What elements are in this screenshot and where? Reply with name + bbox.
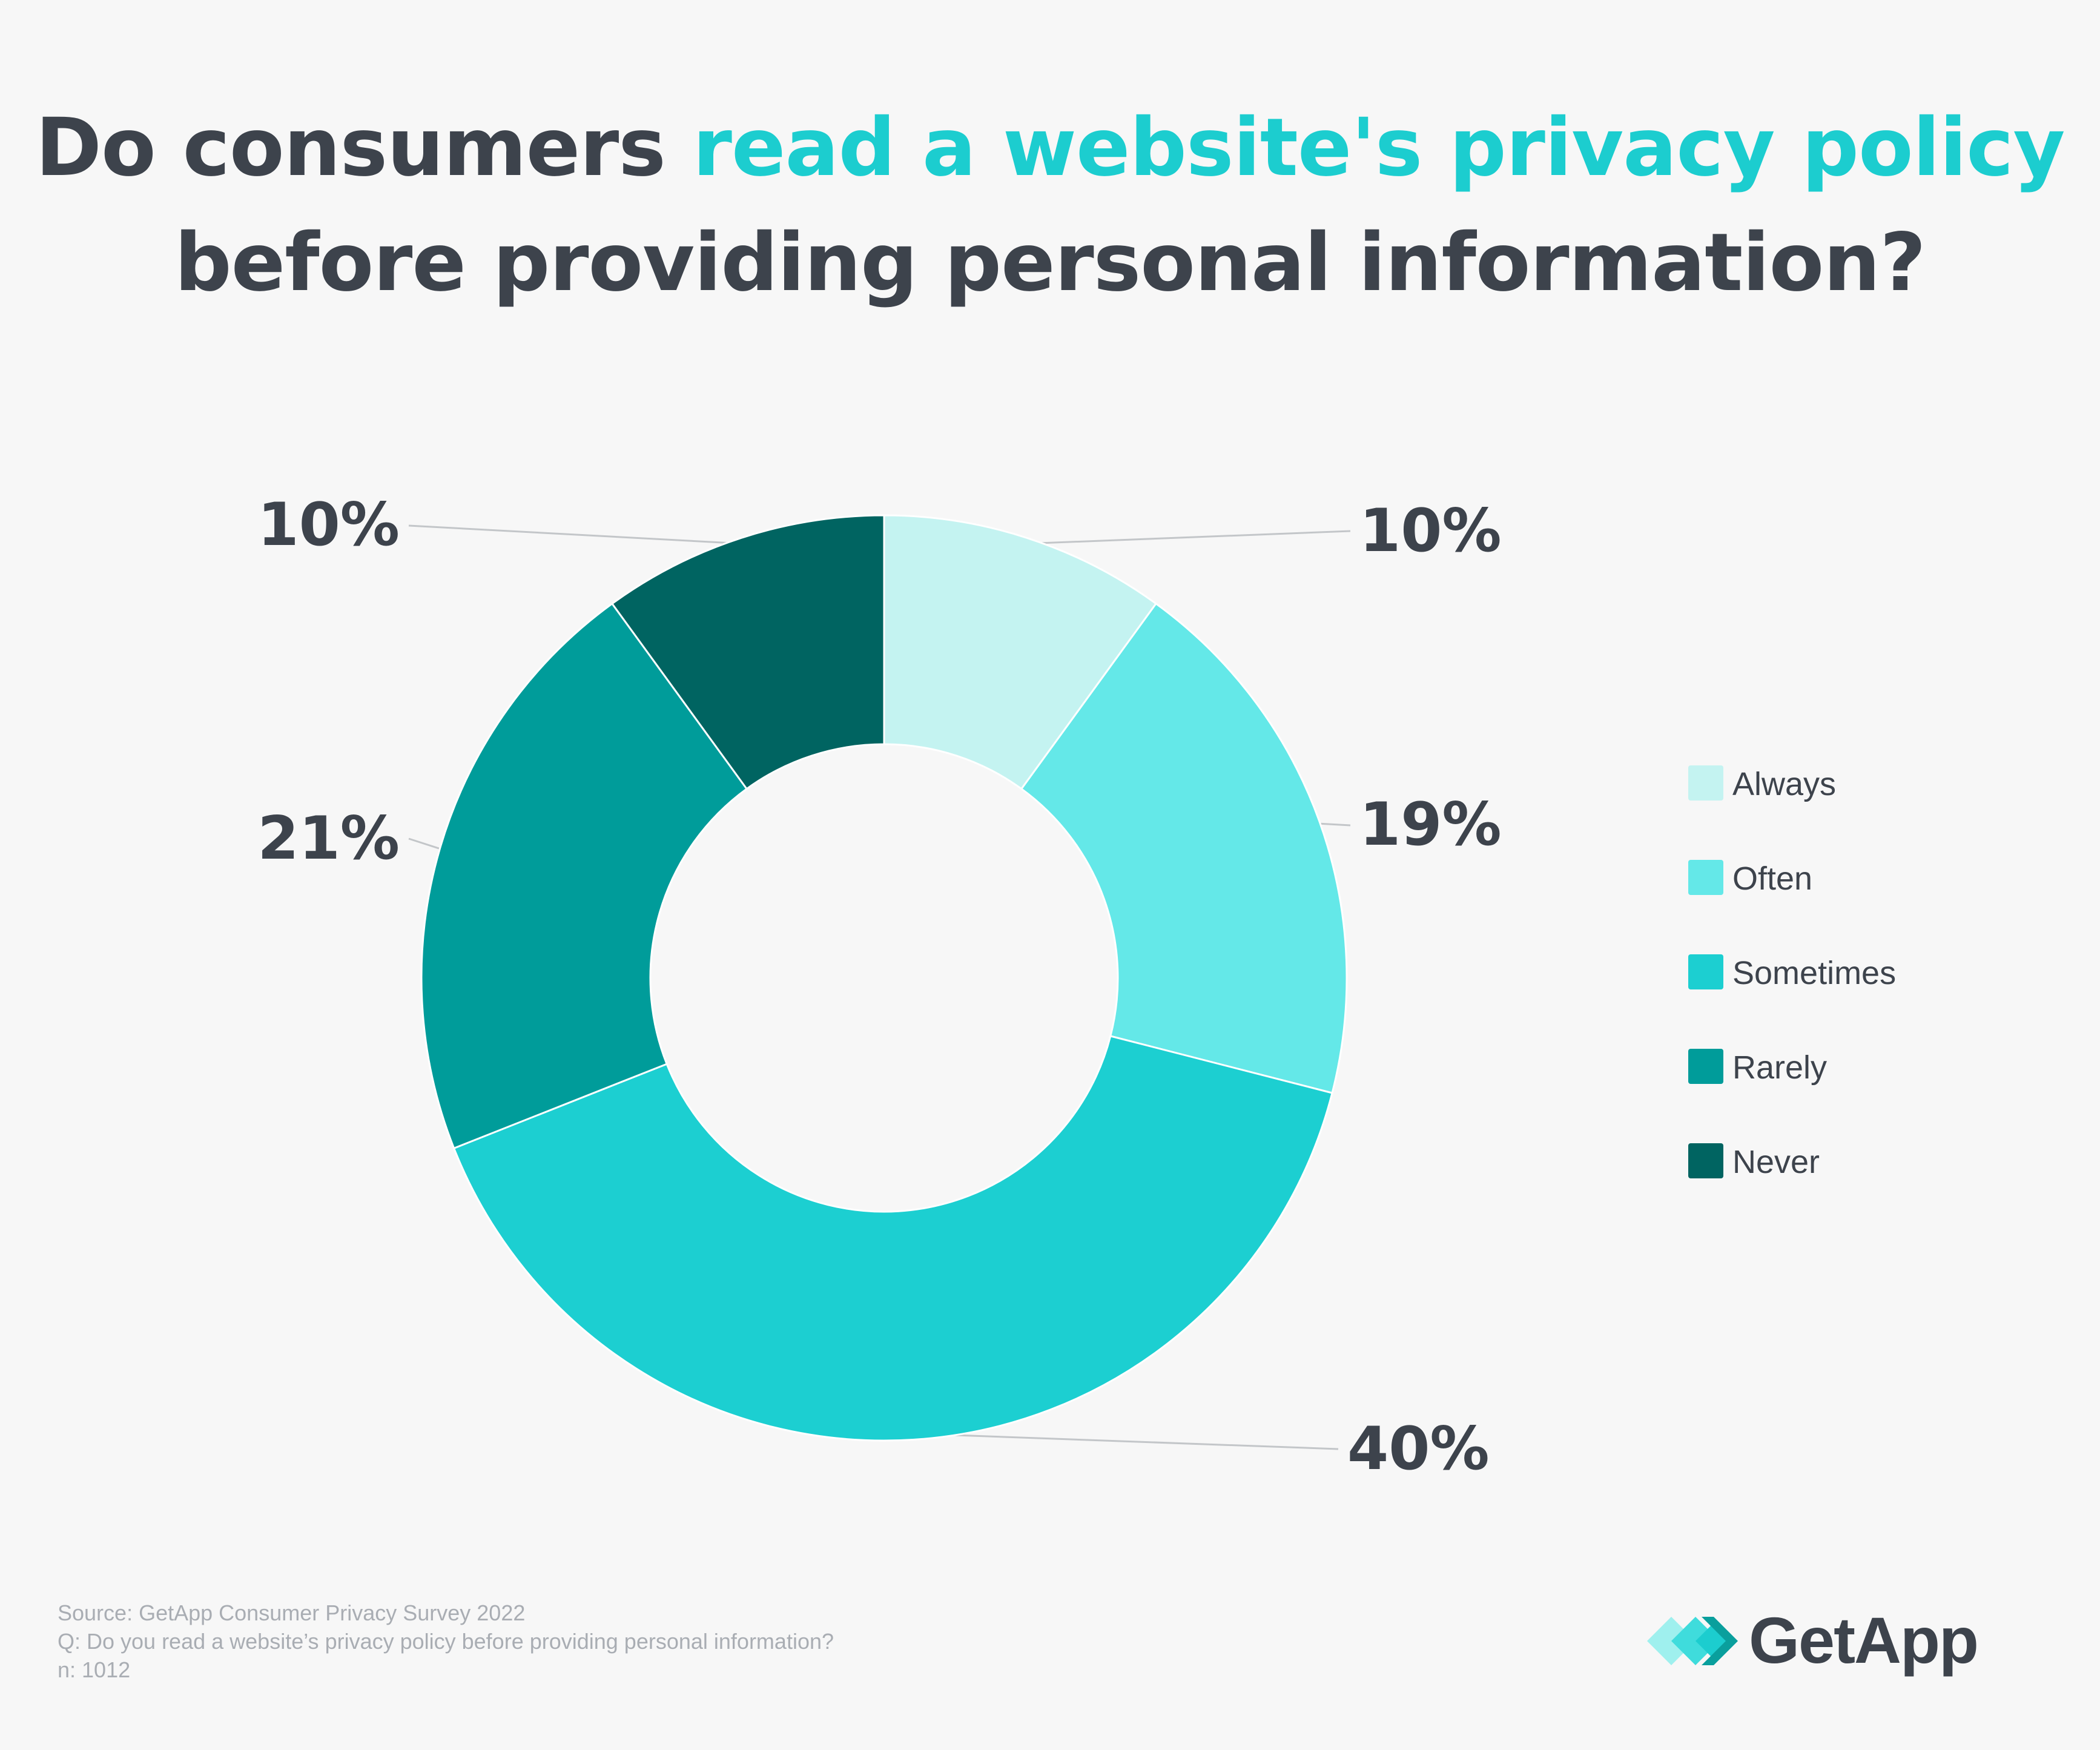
title-highlight: read a website's privacy policy <box>692 101 2065 194</box>
footer-question: Q: Do you read a website’s privacy polic… <box>58 1629 834 1654</box>
footer-notes: Source: GetApp Consumer Privacy Survey 2… <box>58 1599 834 1684</box>
legend-swatch-sometimes <box>1688 954 1723 989</box>
legend-item-never: Never <box>1688 1143 1967 1180</box>
leader-line-never <box>408 524 744 545</box>
percent-label-never: 10% <box>257 490 400 560</box>
leader-line-always <box>1025 530 1351 545</box>
getapp-logo: GetApp <box>1641 1602 2029 1680</box>
legend-label-rarely: Rarely <box>1732 1049 1828 1086</box>
legend-swatch-often <box>1688 860 1723 895</box>
legend-label-sometimes: Sometimes <box>1732 955 1897 991</box>
slice-never <box>610 514 885 790</box>
legend-swatch-always <box>1688 765 1723 801</box>
donut-slices <box>420 514 1348 1442</box>
chart-title-line-2: before providing personal information? <box>174 216 1926 309</box>
chart-title-line-1: Do consumers read a website's privacy po… <box>0 108 2100 188</box>
legend-item-rarely: Rarely <box>1688 1049 1967 1085</box>
percent-label-sometimes: 40% <box>1347 1415 1490 1484</box>
legend-swatch-rarely <box>1688 1049 1723 1084</box>
legend-item-always: Always <box>1688 765 1967 802</box>
percent-label-rarely: 21% <box>257 804 400 873</box>
legend-label-never: Never <box>1732 1144 1820 1180</box>
footer-source: Source: GetApp Consumer Privacy Survey 2… <box>58 1600 526 1625</box>
percent-label-often: 19% <box>1359 790 1502 859</box>
percent-labels: 10% 19% 40% 21% 10% <box>257 490 1501 1484</box>
legend-item-often: Often <box>1688 860 1967 896</box>
slice-always <box>883 514 1158 790</box>
getapp-chevrons-icon <box>1647 1617 1738 1665</box>
legend-label-always: Always <box>1732 766 1837 802</box>
getapp-wordmark: GetApp <box>1749 1603 1979 1677</box>
leader-line-sometimes <box>913 1433 1339 1450</box>
slice-often <box>1020 602 1348 1094</box>
legend-label-often: Often <box>1732 860 1813 897</box>
percent-label-always: 10% <box>1359 497 1502 566</box>
slice-rarely <box>420 602 748 1150</box>
title-prefix: Do consumers <box>35 101 693 194</box>
legend-swatch-never <box>1688 1143 1723 1178</box>
slice-sometimes <box>452 1035 1333 1442</box>
legend-item-sometimes: Sometimes <box>1688 954 1967 991</box>
footer-sample-size: n: 1012 <box>58 1657 131 1682</box>
